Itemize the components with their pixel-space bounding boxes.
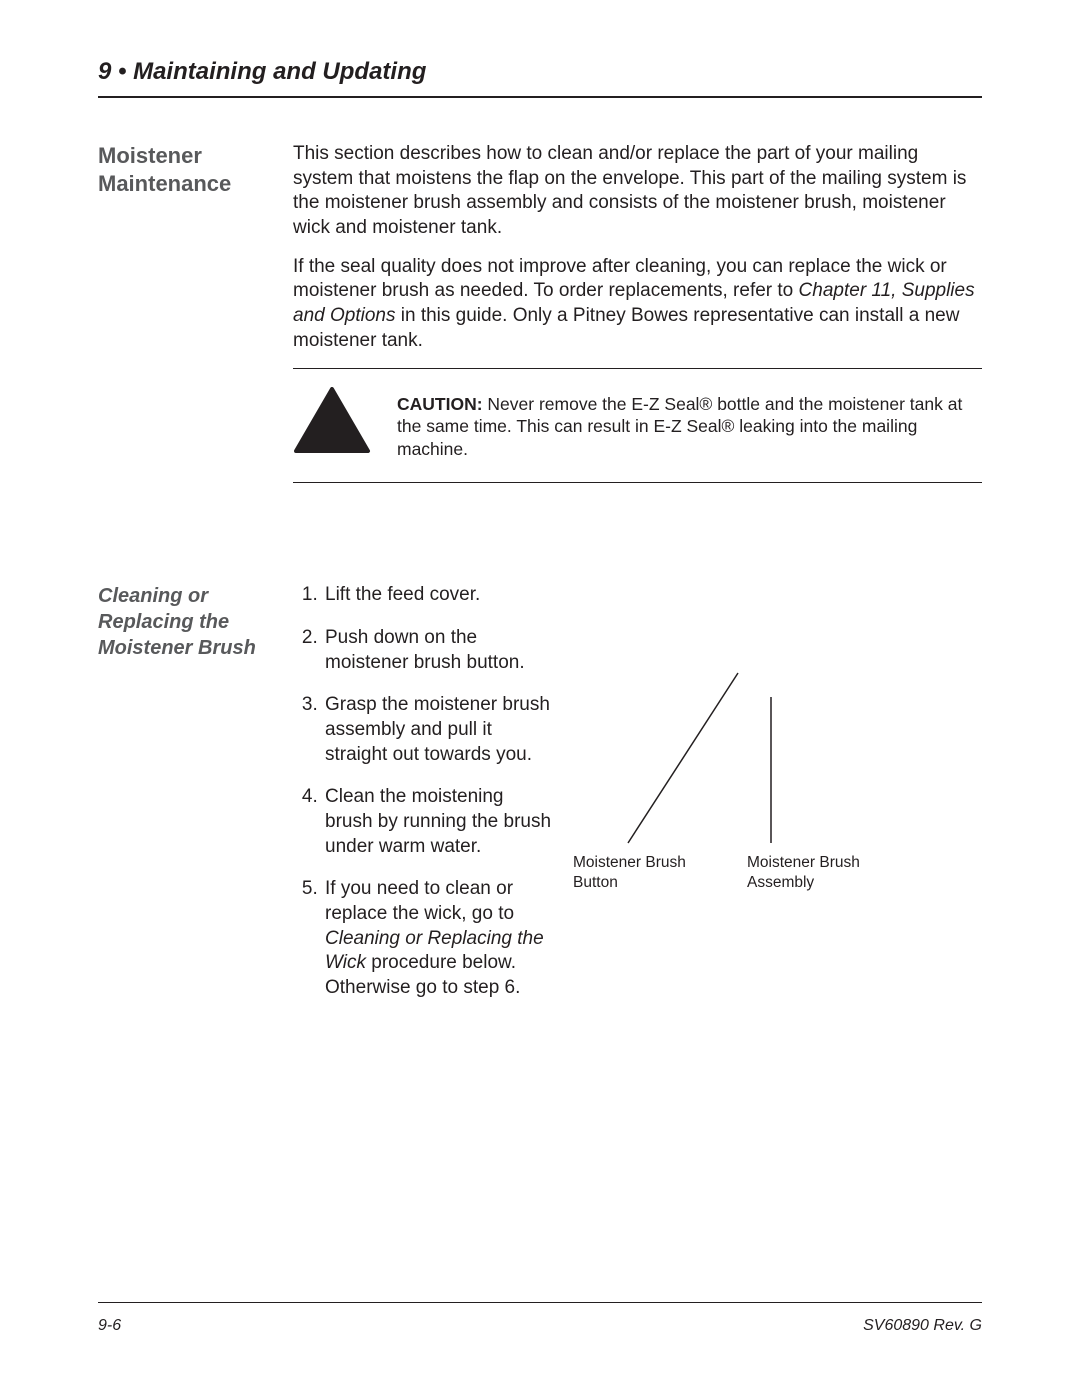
chapter-title: 9 • Maintaining and Updating: [98, 58, 982, 86]
step5-a: If you need to clean or replace the wick…: [325, 878, 514, 924]
diagram-area: Moistener Brush Button Moistener Brush A…: [573, 583, 982, 893]
body-col-1: This section describes how to clean and/…: [293, 142, 982, 483]
step-2: Push down on the moistener brush button.: [323, 626, 553, 675]
body-col-2: Lift the feed cover. Push down on the mo…: [293, 583, 982, 1019]
step-4: Clean the moistening brush by running th…: [323, 785, 553, 859]
callout-lines-icon: [573, 665, 853, 845]
page-number: 9-6: [98, 1317, 121, 1335]
para-intro: This section describes how to clean and/…: [293, 142, 982, 241]
doc-revision: SV60890 Rev. G: [863, 1317, 982, 1335]
side-heading-cleaning: Cleaning or Replacing the Moistener Brus…: [98, 583, 293, 661]
caution-triangle-icon: [293, 387, 379, 465]
page-footer: 9-6 SV60890 Rev. G: [98, 1302, 982, 1335]
caution-text: CAUTION: Never remove the E-Z Seal® bott…: [379, 387, 982, 461]
steps-list: Lift the feed cover. Push down on the mo…: [293, 583, 553, 1019]
callout-brush-assembly: Moistener Brush Assembly: [747, 853, 887, 893]
step-3: Grasp the moistener brush assembly and p…: [323, 693, 553, 767]
para-seal-quality: If the seal quality does not improve aft…: [293, 255, 982, 354]
caution-block: CAUTION: Never remove the E-Z Seal® bott…: [293, 368, 982, 484]
footer-rule: [98, 1302, 982, 1303]
step-5: If you need to clean or replace the wick…: [323, 877, 553, 1000]
header-rule: [98, 96, 982, 98]
caution-body: Never remove the E-Z Seal® bottle and th…: [397, 394, 962, 460]
side-heading-moistener: Moistener Maintenance: [98, 142, 293, 197]
step-1: Lift the feed cover.: [323, 583, 553, 608]
section-moistener-maintenance: Moistener Maintenance This section descr…: [98, 142, 982, 483]
section-cleaning-brush: Cleaning or Replacing the Moistener Brus…: [98, 583, 982, 1019]
callout-brush-button: Moistener Brush Button: [573, 853, 713, 893]
caution-label: CAUTION:: [397, 394, 483, 414]
caution-rule-bottom: [293, 482, 982, 483]
